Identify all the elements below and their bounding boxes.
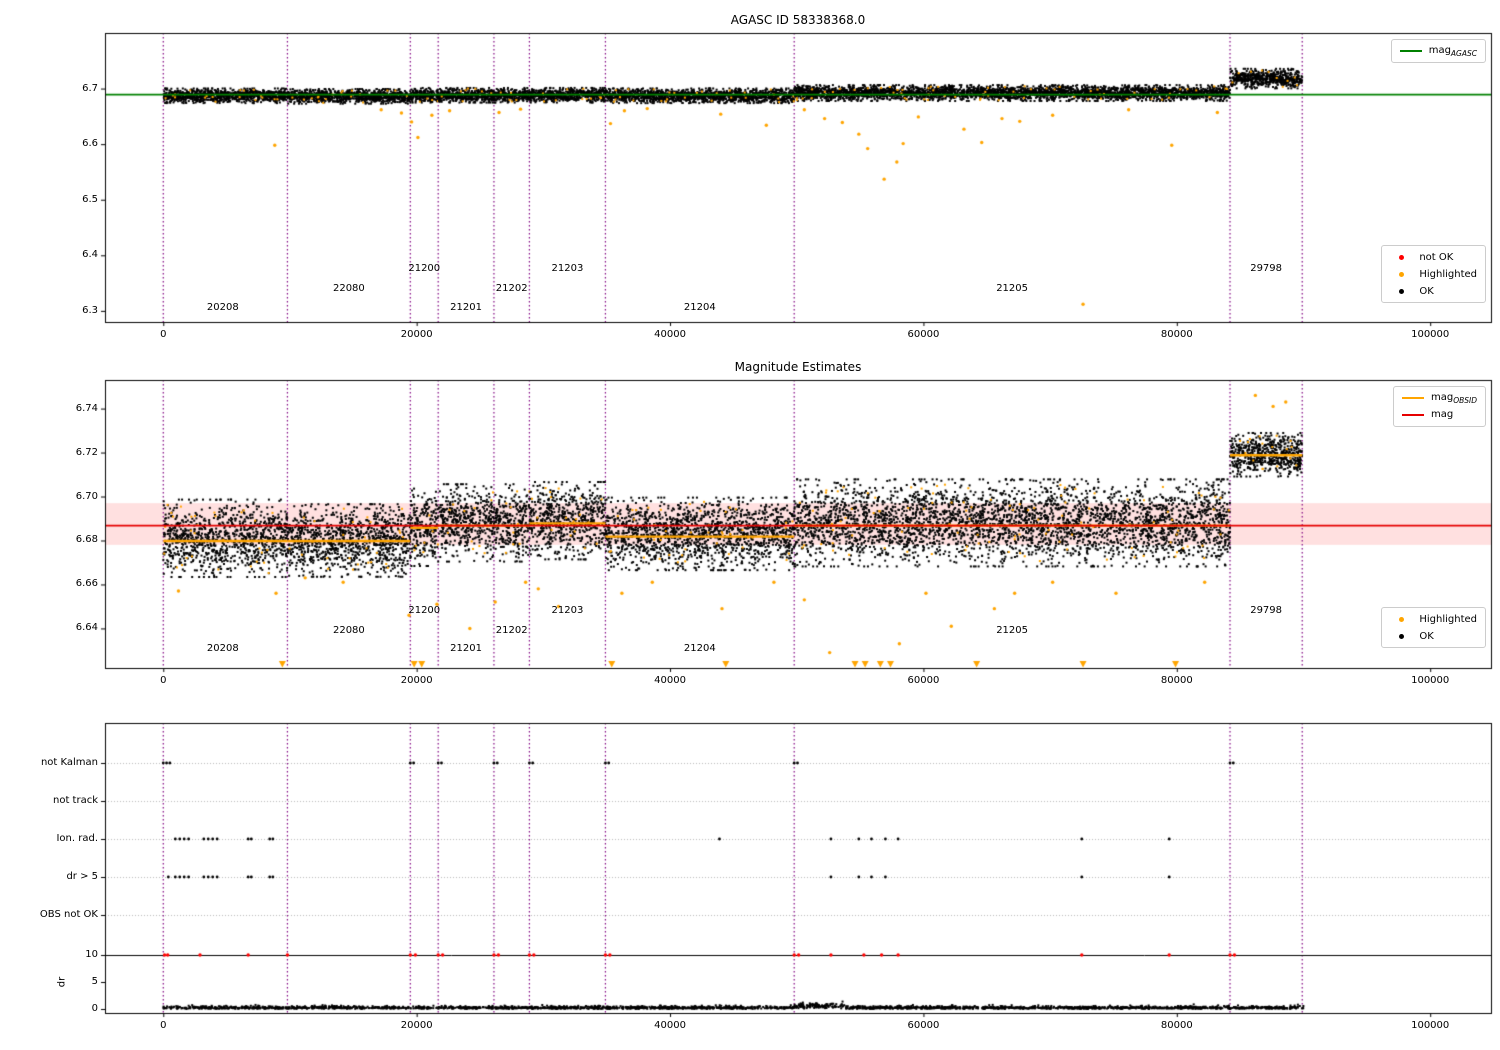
- mag-label-main: mag: [1430, 408, 1454, 420]
- legend-entry-mag-agasc: magAGASC: [1399, 44, 1477, 58]
- dr-axis-label: dr: [56, 976, 68, 988]
- not-ok-label: not OK: [1419, 251, 1454, 263]
- legend-entry-highlighted-2: Highlighted: [1390, 612, 1477, 626]
- mag-obsid-label-main: mag: [1430, 391, 1454, 403]
- ok-label: OK: [1419, 285, 1434, 297]
- ok-label-2: OK: [1419, 630, 1434, 642]
- not-ok-dot-icon: [1398, 254, 1404, 260]
- mag-agasc-line-swatch-icon: [1399, 50, 1422, 52]
- plot1-title: AGASC ID 58338368.0: [730, 13, 866, 27]
- ok-marker-icon: [1390, 288, 1412, 294]
- mag-agasc-label-main: mag: [1428, 44, 1451, 56]
- legend-entry-ok: OK: [1390, 284, 1477, 298]
- plot2-legend-lines: magOBSID mag: [1392, 386, 1486, 427]
- highlighted-dot-icon: [1398, 271, 1404, 277]
- legend-entry-highlighted: Highlighted: [1390, 267, 1477, 281]
- plot1-legend-points: not OK Highlighted OK: [1381, 245, 1486, 303]
- ok-dot-icon: [1398, 288, 1404, 294]
- highlighted-marker2-icon: [1390, 616, 1412, 622]
- highlighted-label: Highlighted: [1419, 268, 1477, 280]
- highlighted-label-2: Highlighted: [1419, 613, 1477, 625]
- legend-entry-not-ok: not OK: [1390, 250, 1477, 264]
- plot2-legend-points: Highlighted OK: [1381, 607, 1486, 648]
- highlighted-marker-icon: [1390, 271, 1412, 277]
- legend-entry-ok-2: OK: [1390, 629, 1477, 643]
- legend-entry-mag-obsid: magOBSID: [1401, 391, 1477, 405]
- legend-entry-mag: mag: [1401, 408, 1477, 422]
- plot1-legend-line: magAGASC: [1390, 39, 1486, 63]
- mag-obsid-label-sub: OBSID: [1453, 395, 1477, 405]
- mag-agasc-label: magAGASC: [1429, 45, 1477, 58]
- ok-marker2-icon: [1390, 633, 1412, 639]
- mag-agasc-label-sub: AGASC: [1450, 48, 1477, 58]
- mag-obsid-label: magOBSID: [1431, 392, 1477, 405]
- highlighted-dot2-icon: [1398, 616, 1404, 622]
- ok-dot2-icon: [1398, 633, 1404, 639]
- mag-obsid-line-swatch-icon: [1401, 397, 1424, 399]
- plot2-title: Magnitude Estimates: [734, 360, 862, 374]
- mag-label: mag: [1431, 409, 1453, 422]
- not-ok-marker-icon: [1390, 254, 1412, 260]
- mag-line-swatch-icon: [1401, 414, 1424, 416]
